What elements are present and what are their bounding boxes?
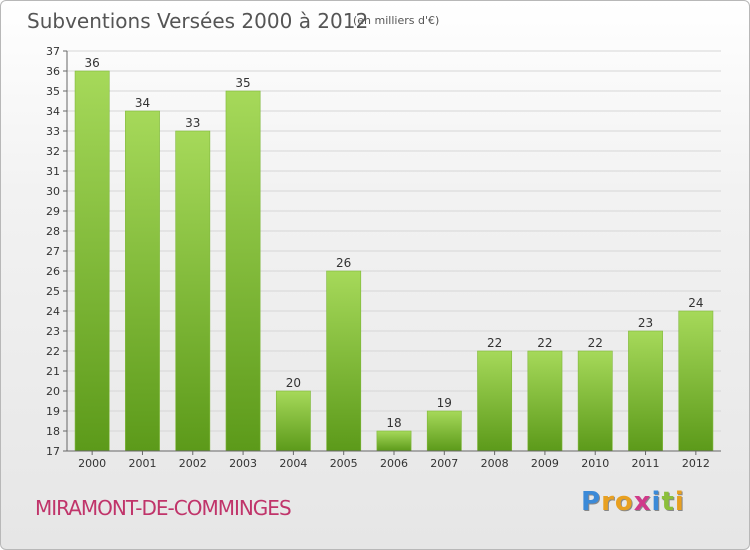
y-tick-label: 17	[46, 445, 60, 458]
y-tick-label: 23	[46, 325, 60, 338]
y-tick-label: 35	[46, 85, 60, 98]
y-tick-label: 27	[46, 245, 60, 258]
bar	[628, 330, 663, 452]
x-tick-label: 2001	[128, 457, 156, 470]
bar	[577, 350, 613, 452]
chart-unit: (en milliers d'€)	[353, 14, 440, 27]
x-tick-label: 2004	[279, 457, 307, 470]
logo-letter: t	[661, 487, 675, 517]
chart-title: Subventions Versées 2000 à 2012	[27, 9, 369, 33]
bar	[74, 70, 110, 452]
data-label: 22	[588, 336, 603, 350]
logo-letter: r	[601, 487, 615, 517]
y-tick-label: 24	[46, 305, 60, 318]
y-tick-label: 32	[46, 145, 60, 158]
logo-letter: o	[614, 487, 634, 517]
y-tick-label: 31	[46, 165, 60, 178]
x-tick-label: 2005	[330, 457, 358, 470]
bar	[225, 90, 261, 452]
logo-letter: x	[633, 487, 652, 517]
y-tick-label: 25	[46, 285, 60, 298]
y-tick-label: 29	[46, 205, 60, 218]
data-label: 20	[286, 376, 301, 390]
x-tick-label: 2000	[78, 457, 106, 470]
x-tick-label: 2010	[581, 457, 609, 470]
y-tick-label: 34	[46, 105, 60, 118]
logo-letter: i	[674, 487, 685, 517]
data-label: 22	[487, 336, 502, 350]
bar	[426, 410, 462, 452]
y-tick-label: 33	[46, 125, 60, 138]
x-tick-label: 2007	[430, 457, 458, 470]
y-tick-label: 26	[46, 265, 60, 278]
bar	[275, 390, 311, 452]
data-label: 33	[185, 116, 200, 130]
y-tick-label: 37	[46, 45, 60, 58]
grid-layer	[67, 50, 721, 452]
y-tick-label: 19	[46, 405, 60, 418]
x-tick-label: 2011	[632, 457, 660, 470]
y-tick-label: 36	[46, 65, 60, 78]
x-tick-label: 2008	[481, 457, 509, 470]
y-tick-label: 30	[46, 185, 60, 198]
data-label: 35	[235, 76, 250, 90]
bar	[125, 110, 160, 452]
bar	[527, 350, 563, 452]
x-tick-label: 2003	[229, 457, 257, 470]
commune-name: MIRAMONT-DE-COMMINGES	[35, 496, 292, 520]
axis-layer: 1718192021222324252627282930313233343536…	[46, 45, 721, 470]
bar	[175, 130, 211, 452]
bar-layer: 36 34 33 35 20 26 18 19 22 22 22 23 24	[74, 56, 714, 452]
y-tick-label: 28	[46, 225, 60, 238]
y-tick-label: 22	[46, 345, 60, 358]
x-tick-label: 2002	[179, 457, 207, 470]
logo-letter: P	[581, 487, 602, 517]
data-label: 24	[688, 296, 703, 310]
data-label: 36	[85, 56, 100, 70]
bar	[477, 350, 513, 452]
data-label: 26	[336, 256, 351, 270]
x-tick-label: 2009	[531, 457, 559, 470]
x-tick-label: 2006	[380, 457, 408, 470]
x-tick-label: 2012	[682, 457, 710, 470]
bar	[678, 310, 714, 452]
data-label: 19	[437, 396, 452, 410]
data-label: 18	[386, 416, 401, 430]
proxiti-logo: Proxiti	[581, 487, 685, 517]
y-tick-label: 21	[46, 365, 60, 378]
y-tick-label: 20	[46, 385, 60, 398]
bar	[376, 430, 412, 452]
data-label: 22	[537, 336, 552, 350]
data-label: 23	[638, 316, 653, 330]
data-label: 34	[135, 96, 150, 110]
logo-letter: i	[651, 487, 662, 517]
bar	[326, 270, 362, 452]
y-tick-label: 18	[46, 425, 60, 438]
